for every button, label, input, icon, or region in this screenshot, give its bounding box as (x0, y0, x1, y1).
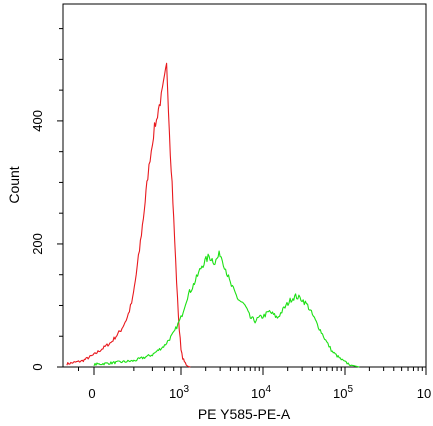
x-tick-label-exponent: 4 (265, 384, 271, 395)
x-tick-label-base: 10 (333, 386, 347, 401)
series-line-1 (66, 62, 191, 368)
x-tick-label-exponent: 5 (347, 384, 353, 395)
x-tick-label: 10 (417, 386, 431, 401)
x-tick-label: 105 (333, 384, 353, 401)
plot-frame (62, 3, 427, 368)
x-tick-label-base: 10 (169, 386, 183, 401)
x-tick-label: 103 (169, 384, 189, 401)
x-tick-label-base: 0 (88, 386, 95, 401)
x-axis-ticks: 0 103 104 105 10 (78, 367, 431, 401)
x-axis-title: PE Y585-PE-A (198, 406, 291, 422)
y-tick-label: 200 (30, 233, 45, 255)
y-tick-label: 400 (30, 110, 45, 132)
x-tick-label: 104 (251, 384, 271, 401)
series-layer (66, 62, 360, 368)
y-axis-title: Count (6, 166, 22, 203)
x-tick-label-base: 10 (417, 386, 431, 401)
x-tick-label-exponent: 3 (183, 384, 189, 395)
y-tick-label: 0 (30, 363, 45, 370)
x-tick-label-base: 10 (251, 386, 265, 401)
x-tick-label: 0 (88, 386, 95, 401)
y-axis-ticks: 0 200 400 (30, 28, 63, 371)
series-line-2 (93, 250, 360, 368)
